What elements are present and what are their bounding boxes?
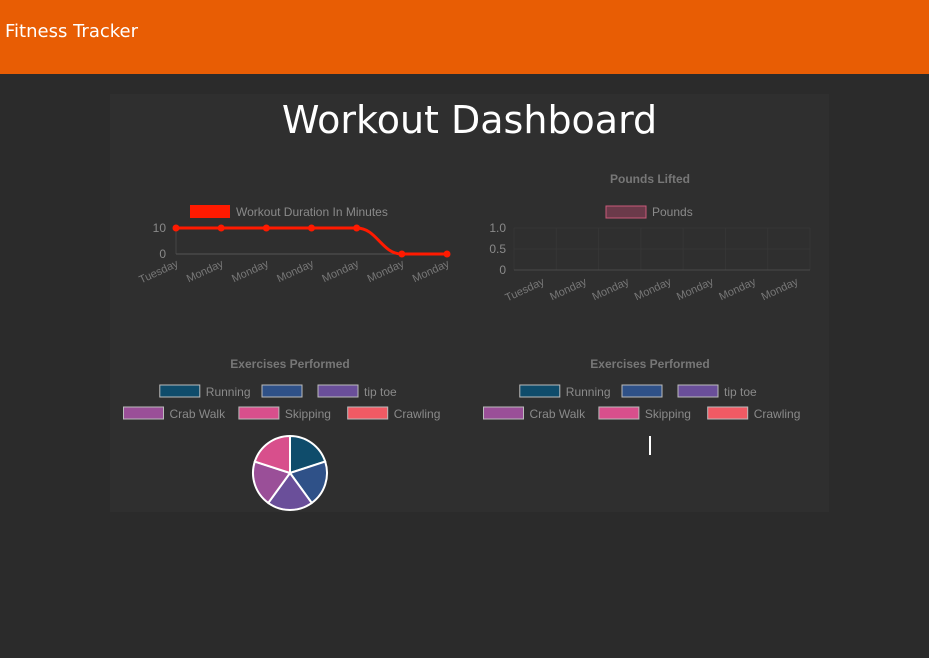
x-tick-label: Monday [548,276,589,304]
dashboard-panel: Workout Dashboard Workout Duration In Mi… [110,94,829,512]
legend-swatch[interactable] [605,205,647,219]
data-point [353,224,361,232]
legend-swatch [483,406,524,420]
data-point [172,224,180,232]
pie-slice [288,460,328,505]
x-tick-label: Monday [590,276,631,304]
legend-label[interactable]: Workout Duration In Minutes [236,205,388,219]
legend-swatch [261,384,303,398]
y-tick-label: 0.5 [489,242,506,256]
y-tick-label: 1.0 [489,221,506,235]
x-tick-label: Monday [366,258,407,286]
chart-title: Exercises Performed [590,357,709,371]
legend-swatch [317,384,359,398]
x-tick-label: Monday [275,258,316,286]
chart-title: Exercises Performed [230,357,349,371]
x-tick-label: Monday [230,258,271,286]
pie-slice [252,460,292,505]
legend-label: Crawling [754,407,801,421]
legend-label[interactable]: Pounds [652,205,693,219]
legend-label: Running [566,385,611,399]
exercises-performed-pie: Exercises Performed Running tip toe Crab W… [123,357,441,511]
y-tick-label: 0 [159,247,166,261]
legend-label: tip toe [364,385,397,399]
pie-slice [253,434,291,475]
legend-swatch [598,406,640,420]
chart-title: Pounds Lifted [610,172,690,186]
x-tick-label: Tuesday [503,276,546,305]
data-point [262,224,270,232]
legend-label: Crab Walk [170,407,227,421]
legend-swatch [621,384,663,398]
text-cursor [649,436,651,455]
x-tick-label: Monday [760,276,801,304]
legend-swatch [677,384,719,398]
x-tick-label: Monday [717,276,758,304]
data-point [398,250,406,258]
series-line [176,226,447,256]
legend-label: Skipping [285,407,331,421]
exercises-performed-pie-empty: Exercises Performed Running tip toe Crab W… [483,357,801,455]
legend-swatch [159,384,201,398]
data-point [217,224,225,232]
legend-label: Crawling [394,407,441,421]
y-tick-label: 10 [153,221,167,235]
legend-swatch[interactable] [190,205,230,218]
x-tick-label: Monday [320,258,361,286]
legend-label: Running [206,385,251,399]
legend-swatch [347,406,389,420]
data-point [443,250,451,258]
x-tick-label: Monday [675,276,716,304]
y-tick-label: 0 [499,263,506,277]
legend-swatch [123,406,164,420]
x-tick-label: Monday [633,276,674,304]
legend-label: tip toe [724,385,757,399]
legend-label: Crab Walk [530,407,587,421]
x-tick-label: Monday [411,258,452,286]
navbar: Fitness Tracker [0,0,929,74]
data-point [308,224,315,232]
x-tick-label: Tuesday [137,258,180,287]
page-title: Workout Dashboard [281,98,658,142]
brand-link[interactable]: Fitness Tracker [5,21,138,42]
x-tick-label: Monday [185,258,226,286]
legend-swatch [707,406,749,420]
pie-slice [266,471,314,511]
legend-label: Skipping [645,407,691,421]
legend-swatch [238,406,280,420]
legend-swatch [519,384,561,398]
